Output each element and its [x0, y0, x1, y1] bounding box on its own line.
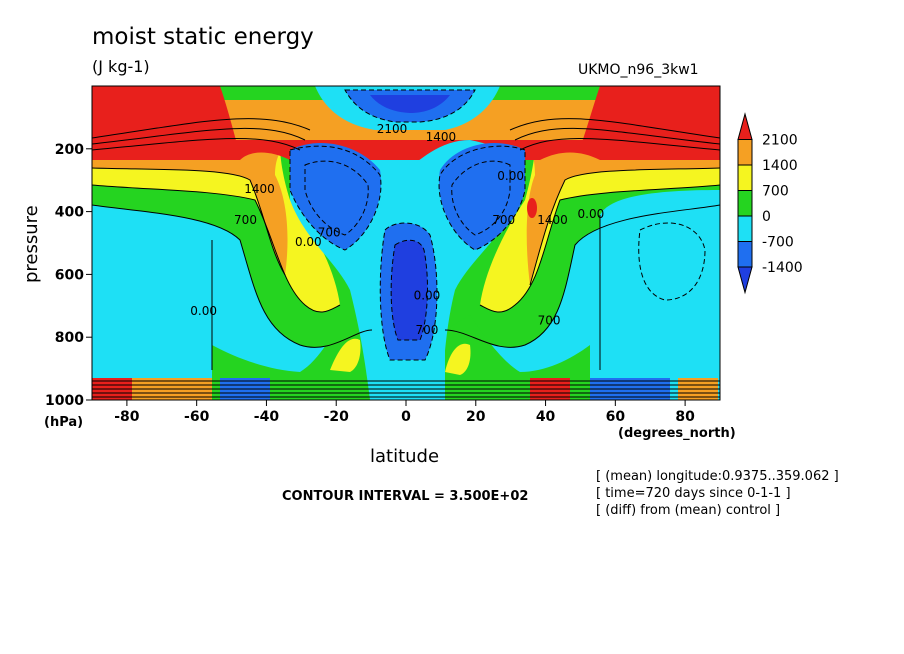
- colorbar-label: 2100: [762, 133, 798, 149]
- x-tick-label: 0: [401, 409, 411, 425]
- contour-line-neg: [451, 160, 511, 236]
- colorbar-swatch: [737, 241, 753, 268]
- colorbar-label: -1400: [762, 260, 803, 276]
- contour-line-neg: [379, 222, 438, 361]
- chart-units: (J kg-1): [92, 57, 150, 76]
- x-axis: -80 -60 -40 -20 0 20 40 60 80: [114, 400, 695, 425]
- contour-label: 700: [234, 213, 257, 227]
- negative-contour-lines: [289, 89, 706, 361]
- contour-line: [92, 127, 306, 145]
- region-neg-sh-box: [92, 226, 212, 370]
- contour-line: [92, 184, 341, 313]
- region-bottom-green-eq-n: [445, 315, 520, 400]
- contour-lines: [92, 118, 720, 370]
- contour-label: 0.00: [414, 289, 441, 303]
- contour-label: 700: [492, 213, 515, 227]
- x-tick-label: 60: [606, 409, 626, 425]
- colorbar-label: -700: [762, 235, 794, 251]
- y-tick-label: 200: [55, 142, 84, 158]
- contour-line: [92, 167, 286, 276]
- colorbar-swatch: [737, 190, 753, 217]
- annotation-diff: [ (diff) from (mean) control ]: [596, 503, 781, 518]
- colorbar: 2100 1400 700 0 -700 -1400: [737, 112, 803, 295]
- contour-label: 0.00: [578, 207, 605, 221]
- contour-label: 700: [318, 226, 341, 240]
- colorbar-swatch: [737, 164, 753, 191]
- colorbar-label: 0: [762, 209, 771, 225]
- colorbar-label: 700: [762, 184, 789, 200]
- y-tick-label: 600: [55, 267, 84, 283]
- colorbar-swatch: [737, 266, 753, 295]
- annotation-time: [ time=720 days since 0-1-1 ]: [596, 486, 791, 501]
- y-tick-label: 400: [55, 205, 84, 221]
- contour-label: 0.00: [497, 169, 524, 183]
- contour-line: [514, 127, 720, 145]
- colorbar-swatch: [737, 139, 753, 166]
- contour-line: [92, 204, 373, 348]
- contour-line: [444, 204, 720, 348]
- y-axis-unit: (hPa): [44, 415, 84, 430]
- contour-label: 1400: [244, 182, 275, 196]
- contour-line: [479, 184, 720, 313]
- filled-contours: 21001400140014007007007007007000.000.000…: [92, 86, 720, 400]
- chart-title: moist static energy: [92, 24, 314, 50]
- y-axis: 200 400 600 800 1000: [45, 142, 92, 409]
- contour-interval: CONTOUR INTERVAL = 3.500E+02: [282, 489, 529, 504]
- contour-label: 2100: [377, 122, 408, 136]
- contour-label: 0.00: [190, 304, 217, 318]
- contour-label: 700: [415, 323, 438, 337]
- x-axis-label: latitude: [370, 446, 440, 467]
- x-tick-label: 80: [675, 409, 695, 425]
- x-tick-label: -40: [254, 409, 280, 425]
- contour-label: 1400: [537, 213, 568, 227]
- contour-line: [92, 118, 311, 139]
- contour-line: [92, 137, 301, 151]
- region-red-blob: [527, 198, 537, 218]
- contour-line: [519, 137, 720, 151]
- x-axis-unit: (degrees_north): [618, 426, 736, 441]
- contour-line-neg: [289, 145, 382, 251]
- contour-line-neg: [304, 160, 369, 236]
- contour-line: [529, 167, 720, 286]
- contour-line-neg: [638, 222, 706, 301]
- region-red-tropopause: [92, 140, 720, 160]
- region-red-nh-top: [580, 86, 720, 148]
- colorbar-swatch: [737, 112, 753, 140]
- region-dark-top: [370, 95, 450, 113]
- region-dark-center: [391, 240, 428, 340]
- contour-labels: 21001400140014007007007007007000.000.000…: [190, 122, 604, 337]
- annotation-longitude: [ (mean) longitude:0.9375..359.062 ]: [596, 469, 839, 484]
- contour-line: [509, 118, 720, 139]
- contour-label: 700: [538, 314, 561, 328]
- y-tick-label: 1000: [45, 393, 84, 409]
- colorbar-label: 1400: [762, 158, 798, 174]
- region-neg-nh-box: [600, 190, 720, 370]
- region-blue-nh-lobe: [439, 142, 525, 250]
- x-tick-label: -60: [184, 409, 210, 425]
- contour-line-neg: [438, 145, 526, 251]
- boundary-layer-contours: [92, 380, 720, 398]
- contour-line-neg: [390, 239, 428, 341]
- x-tick-label: 20: [466, 409, 486, 425]
- x-tick-label: 40: [536, 409, 556, 425]
- region-yellow-patch-s: [330, 338, 361, 372]
- model-name: UKMO_n96_3kw1: [578, 62, 699, 78]
- x-tick-label: -20: [324, 409, 350, 425]
- contour-label: 1400: [426, 130, 457, 144]
- colorbar-swatch: [737, 215, 753, 242]
- region-yellow-patch-n: [445, 343, 471, 375]
- region-blue-sh-lobe: [290, 142, 381, 250]
- contour-label: 0.00: [295, 235, 322, 249]
- x-tick-label: -80: [114, 409, 140, 425]
- contour-line-neg: [344, 89, 476, 123]
- y-tick-label: 800: [55, 330, 84, 346]
